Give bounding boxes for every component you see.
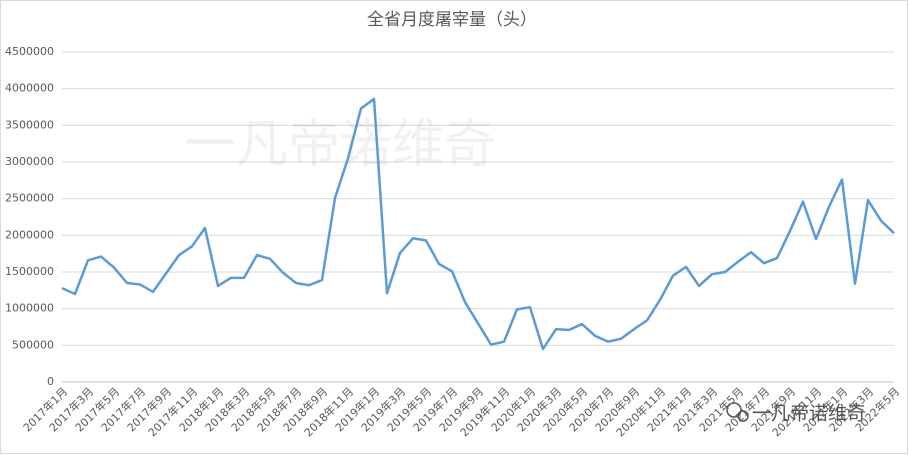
y-tick-label: 3500000 — [5, 118, 54, 131]
chart-title: 全省月度屠宰量（头） — [367, 10, 537, 30]
y-tick-label: 0 — [47, 375, 54, 388]
y-tick-label: 3000000 — [5, 155, 54, 168]
y-tick-label: 4000000 — [5, 82, 54, 95]
watermark: 一凡帝诺维奇 — [184, 115, 496, 175]
wechat-icon — [726, 402, 749, 422]
y-tick-label: 2500000 — [5, 192, 54, 205]
line — [61, 97, 895, 351]
watermark: 一凡帝诺维奇 — [752, 403, 866, 425]
y-tick-label: 500000 — [12, 338, 54, 351]
y-tick-label: 4500000 — [5, 45, 54, 58]
y-tick-label: 1500000 — [5, 265, 54, 278]
y-tick-label: 2000000 — [5, 228, 54, 241]
y-tick-label: 1000000 — [5, 302, 54, 315]
